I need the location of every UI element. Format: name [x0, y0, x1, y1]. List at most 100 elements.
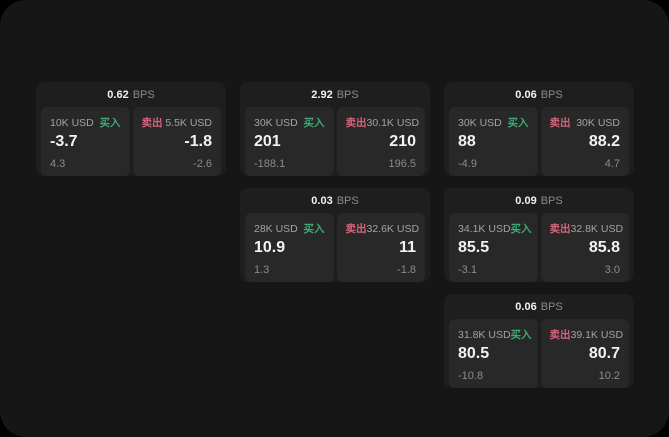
- buy-panel[interactable]: 31.8K USD 买入 80.5 -10.8: [449, 319, 538, 388]
- buy-panel[interactable]: 28K USD 买入 10.9 1.3: [245, 213, 334, 282]
- buy-panel[interactable]: 30K USD 买入 201 -188.1: [245, 107, 334, 176]
- bps-unit-label: BPS: [132, 89, 155, 101]
- sell-amount: 32.8K USD: [570, 223, 624, 235]
- bps-value: 0.06: [515, 89, 537, 101]
- buy-panel[interactable]: 30K USD 买入 88 -4.9: [449, 107, 538, 176]
- sell-sub-value: 196.5: [388, 158, 416, 170]
- sell-amount: 39.1K USD: [570, 329, 624, 341]
- bps-unit-label: BPS: [540, 195, 563, 207]
- bps-value: 0.06: [515, 301, 537, 313]
- bps-header: 0.03 BPS: [245, 192, 425, 211]
- sell-label: 卖出: [549, 329, 571, 341]
- sell-panel[interactable]: 卖出 30K USD 88.2 4.7: [540, 107, 629, 176]
- sell-amount: 32.6K USD: [366, 223, 420, 235]
- sell-panel-top: 卖出 5.5K USD: [142, 115, 213, 130]
- sell-panel[interactable]: 卖出 30.1K USD 210 196.5: [336, 107, 425, 176]
- sell-label: 卖出: [549, 223, 571, 235]
- buy-label: 买入: [99, 117, 121, 129]
- buy-sub-value: 1.3: [254, 264, 270, 276]
- sell-panel-top: 卖出 30K USD: [550, 115, 621, 130]
- quote-panels: 28K USD 买入 10.9 1.3 卖出 32.6K USD 11 -1.8: [245, 213, 425, 282]
- bps-unit-label: BPS: [540, 301, 563, 313]
- buy-amount: 34.1K USD: [458, 223, 511, 235]
- sell-amount: 30.1K USD: [366, 117, 420, 129]
- bps-value: 0.62: [107, 89, 129, 101]
- buy-panel[interactable]: 34.1K USD 买入 85.5 -3.1: [449, 213, 538, 282]
- quote-card: 0.03 BPS 28K USD 买入 10.9 1.3 卖出 32.6K USD…: [240, 188, 430, 282]
- sell-label: 卖出: [549, 117, 571, 129]
- buy-sub-value: -3.1: [458, 264, 477, 276]
- sell-amount: 5.5K USD: [165, 117, 212, 129]
- buy-label: 买入: [303, 223, 325, 235]
- bps-value: 0.09: [515, 195, 537, 207]
- sell-panel-top: 卖出 39.1K USD: [549, 327, 624, 342]
- quote-card: 2.92 BPS 30K USD 买入 201 -188.1 卖出 30.1K U…: [240, 82, 430, 176]
- sell-sub-value: 3.0: [604, 264, 620, 276]
- buy-panel-top: 31.8K USD 买入: [458, 327, 532, 342]
- buy-panel-top: 30K USD 买入: [458, 115, 529, 130]
- sell-panel[interactable]: 卖出 32.6K USD 11 -1.8: [336, 213, 425, 282]
- cards-grid: 0.62 BPS 10K USD 买入 -3.7 4.3 卖出 5.5K USD …: [36, 82, 634, 388]
- sell-price: 11: [399, 239, 416, 256]
- buy-sub-value: -188.1: [254, 158, 286, 170]
- buy-panel[interactable]: 10K USD 买入 -3.7 4.3: [41, 107, 130, 176]
- sell-label: 卖出: [141, 117, 163, 129]
- buy-price: 201: [254, 133, 281, 150]
- quote-panels: 10K USD 买入 -3.7 4.3 卖出 5.5K USD -1.8 -2.…: [41, 107, 221, 176]
- bps-header: 0.62 BPS: [41, 86, 221, 105]
- quote-card: 0.09 BPS 34.1K USD 买入 85.5 -3.1 卖出 32.8K …: [444, 188, 634, 282]
- buy-panel-top: 30K USD 买入: [254, 115, 325, 130]
- buy-label: 买入: [303, 117, 325, 129]
- sell-sub-value: -2.6: [193, 158, 212, 170]
- quote-card: 0.06 BPS 30K USD 买入 88 -4.9 卖出 30K USD 88…: [444, 82, 634, 176]
- sell-label: 卖出: [345, 117, 367, 129]
- buy-panel-top: 28K USD 买入: [254, 221, 325, 236]
- sell-panel-top: 卖出 32.8K USD: [549, 221, 624, 236]
- sell-price: 80.7: [588, 345, 620, 362]
- sell-label: 卖出: [345, 223, 367, 235]
- bps-unit-label: BPS: [336, 89, 359, 101]
- buy-price: 88: [458, 133, 476, 150]
- sell-price: 88.2: [588, 133, 620, 150]
- buy-amount: 30K USD: [458, 117, 502, 129]
- bps-value: 2.92: [311, 89, 333, 101]
- sell-panel-top: 卖出 30.1K USD: [345, 115, 420, 130]
- sell-sub-value: -1.8: [397, 264, 416, 276]
- quote-panels: 31.8K USD 买入 80.5 -10.8 卖出 39.1K USD 80.…: [449, 319, 629, 388]
- bps-header: 0.09 BPS: [449, 192, 629, 211]
- quote-panels: 30K USD 买入 88 -4.9 卖出 30K USD 88.2 4.7: [449, 107, 629, 176]
- bps-header: 0.06 BPS: [449, 298, 629, 317]
- sell-panel[interactable]: 卖出 39.1K USD 80.7 10.2: [540, 319, 629, 388]
- buy-amount: 30K USD: [254, 117, 298, 129]
- bps-header: 2.92 BPS: [245, 86, 425, 105]
- buy-label: 买入: [507, 117, 529, 129]
- quote-card: 0.06 BPS 31.8K USD 买入 80.5 -10.8 卖出 39.1K…: [444, 294, 634, 388]
- sell-sub-value: 4.7: [604, 158, 620, 170]
- buy-amount: 31.8K USD: [458, 329, 511, 341]
- bps-unit-label: BPS: [540, 89, 563, 101]
- buy-price: 80.5: [458, 345, 490, 362]
- buy-amount: 28K USD: [254, 223, 298, 235]
- buy-panel-top: 34.1K USD 买入: [458, 221, 532, 236]
- bps-value: 0.03: [311, 195, 333, 207]
- bps-header: 0.06 BPS: [449, 86, 629, 105]
- buy-sub-value: -10.8: [458, 370, 484, 382]
- buy-label: 买入: [510, 329, 532, 341]
- buy-sub-value: -4.9: [458, 158, 477, 170]
- bps-unit-label: BPS: [336, 195, 359, 207]
- buy-price: -3.7: [50, 133, 78, 150]
- sell-panel-top: 卖出 32.6K USD: [345, 221, 420, 236]
- quote-panels: 30K USD 买入 201 -188.1 卖出 30.1K USD 210 1…: [245, 107, 425, 176]
- buy-price: 85.5: [458, 239, 490, 256]
- quote-card: 0.62 BPS 10K USD 买入 -3.7 4.3 卖出 5.5K USD …: [36, 82, 226, 176]
- sell-panel[interactable]: 卖出 5.5K USD -1.8 -2.6: [132, 107, 221, 176]
- buy-amount: 10K USD: [50, 117, 94, 129]
- buy-sub-value: 4.3: [50, 158, 66, 170]
- buy-label: 买入: [510, 223, 532, 235]
- sell-sub-value: 10.2: [598, 370, 620, 382]
- buy-price: 10.9: [254, 239, 286, 256]
- sell-panel[interactable]: 卖出 32.8K USD 85.8 3.0: [540, 213, 629, 282]
- sell-price: 210: [389, 133, 416, 150]
